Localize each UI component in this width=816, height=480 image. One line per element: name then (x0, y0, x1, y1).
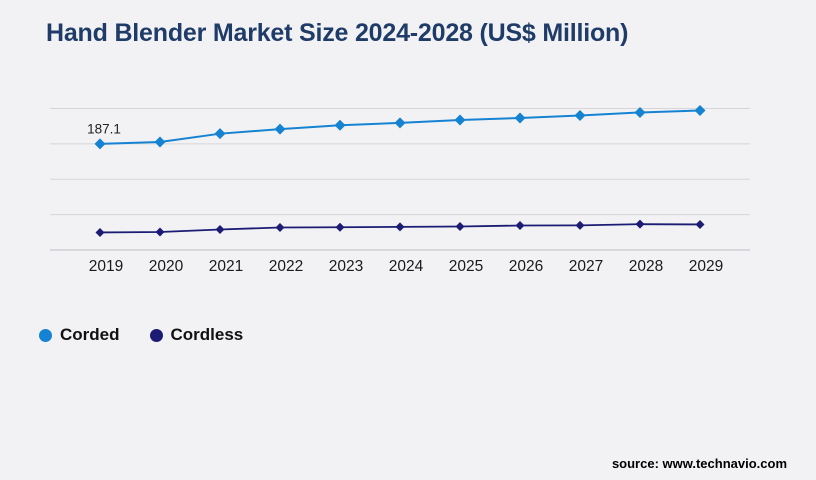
data-point-cordless-2026 (515, 221, 525, 231)
data-point-corded-2025 (454, 114, 466, 126)
x-tick-label-2026: 2026 (509, 258, 543, 275)
data-point-cordless-2028 (635, 219, 645, 229)
data-point-cordless-2029 (695, 219, 705, 229)
data-point-cordless-2024 (395, 222, 405, 232)
source-attribution: source: www.technavio.com (611, 456, 787, 471)
corded-swatch-icon (39, 328, 52, 342)
data-point-corded-2023 (334, 119, 346, 131)
x-tick-label-2020: 2020 (149, 258, 184, 275)
legend-item-cordless: Cordless (149, 325, 244, 345)
chart-title: Hand Blender Market Size 2024-2028 (US$ … (46, 19, 629, 47)
chart-legend: Corded Cordless (39, 325, 243, 345)
data-point-corded-2026 (514, 112, 526, 124)
data-point-cordless-2022 (275, 223, 285, 233)
x-tick-label-2021: 2021 (209, 258, 243, 275)
data-point-corded-2020 (154, 136, 166, 148)
point-value-label: 187.1 (87, 121, 121, 136)
legend-label-corded: Corded (60, 325, 120, 344)
x-tick-label-2029: 2029 (689, 258, 723, 275)
legend-label-cordless: Cordless (170, 325, 244, 344)
x-tick-label-2019: 2019 (89, 258, 123, 275)
cordless-swatch-icon (149, 328, 163, 342)
data-point-cordless-2025 (455, 222, 465, 232)
data-point-corded-2022 (274, 123, 286, 135)
data-point-corded-2028 (634, 106, 646, 118)
data-point-cordless-2023 (335, 222, 345, 232)
data-point-corded-2021 (214, 128, 226, 140)
x-tick-label-2025: 2025 (449, 258, 483, 275)
x-tick-label-2024: 2024 (389, 258, 424, 275)
legend-item-corded: Corded (39, 325, 120, 345)
x-tick-label-2022: 2022 (269, 258, 303, 275)
x-tick-label-2027: 2027 (569, 258, 603, 275)
data-point-cordless-2020 (155, 227, 165, 237)
data-point-cordless-2021 (215, 224, 225, 234)
x-tick-label-2023: 2023 (329, 258, 363, 275)
data-point-corded-2027 (574, 110, 586, 122)
data-point-cordless-2027 (575, 220, 585, 230)
data-point-cordless-2019 (95, 227, 105, 237)
data-point-corded-2024 (394, 117, 406, 129)
data-point-corded-2029 (694, 104, 706, 116)
x-tick-label-2028: 2028 (629, 258, 663, 275)
data-point-corded-2019 (94, 138, 106, 150)
